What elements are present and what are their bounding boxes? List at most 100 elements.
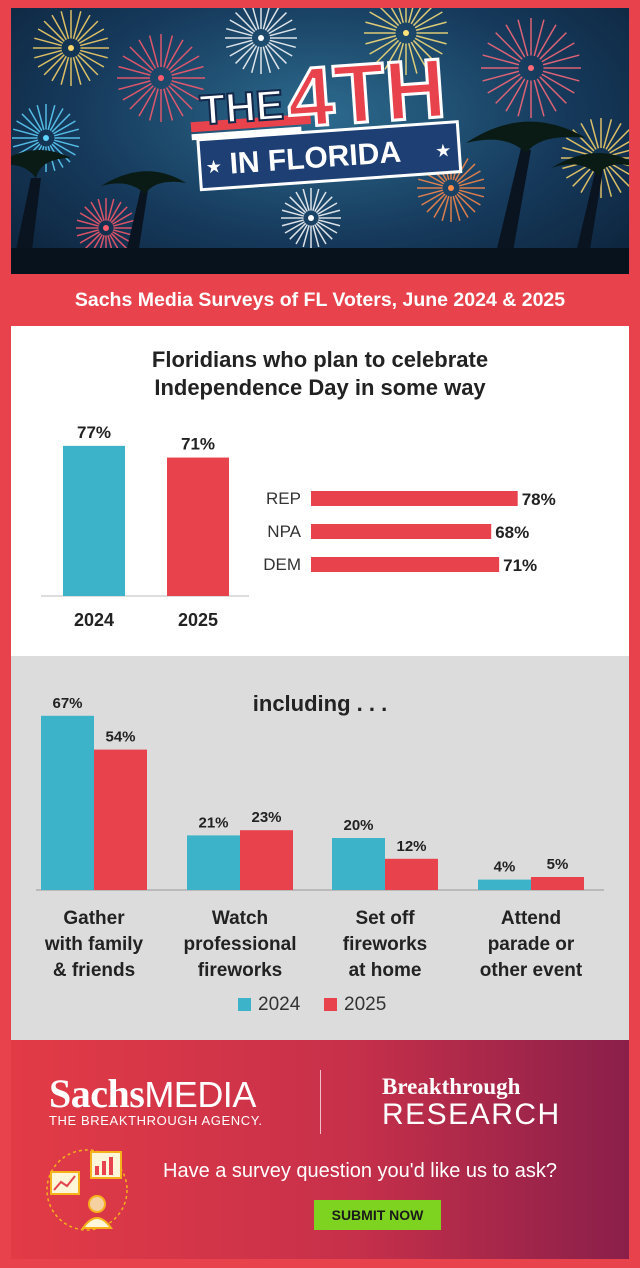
firework-spark <box>229 41 254 57</box>
hero-line2: 4TH <box>284 41 449 146</box>
firework-spark <box>113 219 136 227</box>
firework-spark <box>129 85 154 110</box>
firework-spark <box>90 201 103 222</box>
firework-spark <box>72 11 82 40</box>
firework-spark <box>21 113 41 133</box>
category-label: Gather <box>63 908 125 929</box>
legend-label: 2025 <box>344 994 386 1015</box>
bar-value-label: 21% <box>198 814 228 831</box>
firework-spark <box>417 178 443 187</box>
fireworks-illustration: THE 4TH IN FLORIDA ★ ★ <box>11 8 629 274</box>
firework-spark <box>541 73 575 94</box>
firework-spark <box>122 55 152 74</box>
category-label: professional <box>184 934 297 955</box>
firework-spark <box>264 8 280 31</box>
firework-spark <box>407 42 418 74</box>
firework-spark <box>109 201 122 222</box>
firework-spark <box>605 122 622 150</box>
firework-spark <box>78 28 105 44</box>
firework-spark <box>266 43 287 64</box>
firework-spark <box>318 219 341 227</box>
legend-swatch-2024 <box>238 998 251 1011</box>
palm-trees <box>11 121 629 274</box>
firework-spark <box>539 32 567 60</box>
firework-spark <box>76 229 99 237</box>
firework-spark <box>122 82 152 101</box>
firework-spark <box>407 8 414 24</box>
firework-spark <box>365 34 397 45</box>
firework-spark <box>459 178 485 187</box>
firework-spark <box>441 196 450 222</box>
firework-spark <box>602 119 613 149</box>
bar-2024 <box>478 879 531 890</box>
firework-spark <box>314 191 327 212</box>
firework-spark <box>457 170 481 185</box>
firework-core <box>43 135 49 141</box>
bar-2025 <box>385 858 438 890</box>
legend-label: 2024 <box>258 994 301 1015</box>
bar-value-label: 4% <box>494 859 516 876</box>
firework-spark <box>456 193 476 213</box>
firework-spark <box>315 222 333 240</box>
firework-spark <box>51 143 71 163</box>
firework-spark <box>51 55 67 82</box>
party-value-label: 71% <box>503 556 537 575</box>
firework-spark <box>262 8 270 30</box>
firework-core <box>68 45 74 51</box>
firework-spark <box>226 27 253 37</box>
firework-spark <box>60 56 70 85</box>
firework-spark <box>302 188 310 211</box>
firework-spark <box>165 87 184 117</box>
firework-spark <box>118 65 151 76</box>
firework-spark <box>148 88 159 121</box>
firework-spark <box>235 12 256 33</box>
firework-spark <box>34 49 63 59</box>
firework-spark <box>533 19 545 57</box>
firework-spark <box>398 8 405 24</box>
activities-bar-chart: including . . . 67% 54% Gather with family & … <box>36 691 604 1015</box>
firework-spark <box>163 88 174 121</box>
firework-spark <box>390 8 402 25</box>
firework-spark <box>52 120 76 135</box>
fireworks-bursts <box>12 8 629 258</box>
firework-spark <box>539 76 567 104</box>
firework-spark <box>79 231 100 244</box>
firework-spark <box>264 45 280 70</box>
celebrate-chart-panel: Floridians who plan to celebrate Indepen… <box>11 326 629 656</box>
firework-spark <box>269 27 296 37</box>
firework-spark <box>110 232 128 250</box>
firework-spark <box>165 39 184 69</box>
chart3-title: including . . . <box>253 691 387 716</box>
firework-spark <box>394 42 405 74</box>
firework-spark <box>410 41 428 70</box>
firework-spark <box>170 82 200 101</box>
sachs-media-logo: SachsMEDIA THE BREAKTHROUGH AGENCY. <box>49 1070 263 1128</box>
firework-spark <box>312 188 320 211</box>
firework-spark <box>43 54 65 76</box>
party-value-label: 68% <box>495 523 529 542</box>
firework-spark <box>49 108 64 132</box>
bar-value-label: 23% <box>251 809 281 826</box>
party-bar-REP <box>311 491 518 506</box>
firework-spark <box>410 8 422 25</box>
firework-spark <box>415 21 447 32</box>
firework-spark <box>107 198 115 221</box>
firework-spark <box>79 212 100 225</box>
firework-spark <box>426 193 446 213</box>
firework-spark <box>412 39 437 64</box>
firework-spark <box>84 232 102 250</box>
party-value-label: 78% <box>522 490 556 509</box>
firework-spark <box>84 206 102 224</box>
submit-now-button[interactable]: SUBMIT NOW <box>314 1200 441 1230</box>
firework-spark <box>252 8 260 30</box>
hero-line1: THE <box>198 81 285 134</box>
category-label: other event <box>480 960 583 981</box>
firework-spark <box>235 43 256 64</box>
firework-spark <box>482 54 520 66</box>
firework-spark <box>51 113 71 133</box>
firework-spark <box>533 79 545 117</box>
category-label: fireworks <box>343 934 427 955</box>
party-bar-DEM <box>311 557 500 572</box>
chart1-title: Floridians who plan to celebrate Indepen… <box>11 346 629 402</box>
